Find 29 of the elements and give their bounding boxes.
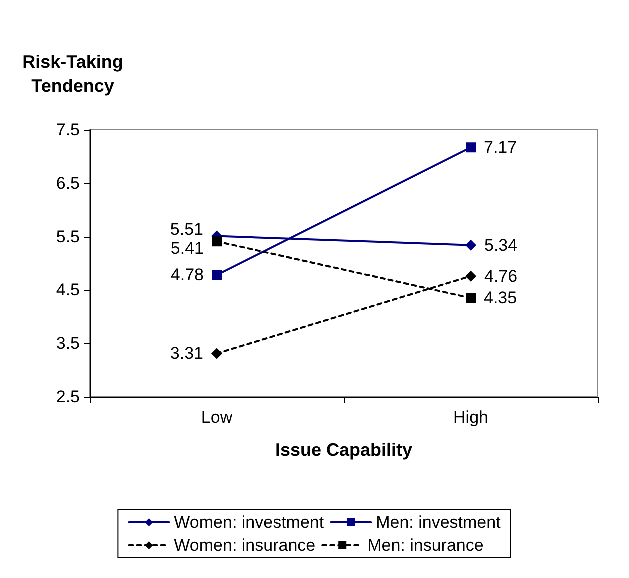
x-axis-title: Issue Capability [275, 440, 413, 460]
legend-label: Men: investment [376, 513, 502, 532]
point [466, 240, 476, 251]
y-axis-title: Risk-Taking Tendency [22, 52, 124, 96]
point [212, 236, 222, 247]
point [466, 270, 476, 282]
data-label: 3.31 [170, 344, 204, 364]
legend-label: Women: investment [174, 513, 324, 532]
y-tick-label: 2.5 [56, 388, 80, 406]
y-tick-label: 4.5 [56, 280, 80, 300]
x-tick-label: Low [201, 408, 234, 427]
data-label: 4.76 [484, 266, 518, 286]
y-tick-label: 3.5 [56, 334, 80, 354]
y-tick-label: 7.5 [56, 120, 80, 140]
y-tick-label: 6.5 [56, 174, 80, 193]
point [466, 142, 476, 153]
x-tick-label: High [454, 408, 488, 427]
data-label: 5.34 [484, 236, 518, 255]
data-label: 4.35 [484, 288, 518, 308]
legend-label: Men: insurance [368, 536, 484, 555]
y-tick-label: 5.5 [56, 227, 80, 246]
point [212, 348, 222, 360]
data-label: 7.17 [484, 138, 518, 158]
point [212, 270, 222, 280]
data-label: 5.41 [170, 239, 204, 258]
point [466, 293, 476, 304]
data-label: 5.51 [170, 220, 204, 239]
data-label: 4.78 [170, 266, 204, 285]
legend-label: Women: insurance [174, 536, 316, 555]
